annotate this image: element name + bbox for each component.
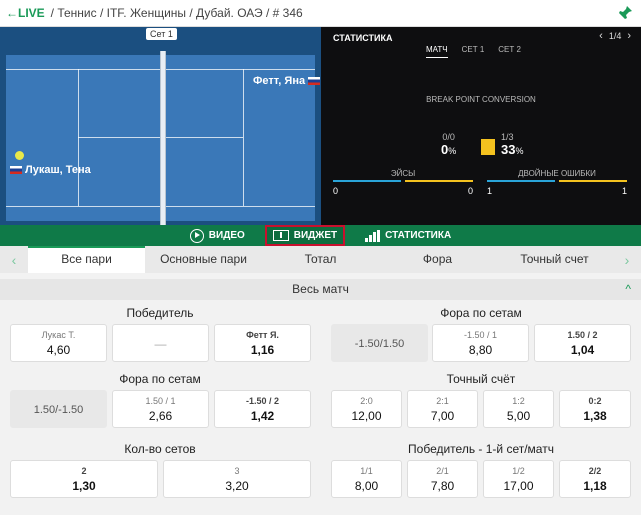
stats-tabs: МАТЧ СЕТ 1 СЕТ 2 bbox=[426, 45, 521, 58]
odd-button[interactable]: 3 3,20 bbox=[163, 460, 311, 498]
bpc-label: BREAK POINT CONVERSION bbox=[426, 95, 536, 104]
market-title: Точный счёт bbox=[446, 372, 516, 386]
player-bottom: Лукаш, Тена bbox=[10, 164, 91, 176]
pct-sign: % bbox=[515, 146, 524, 156]
odd-button[interactable]: 1/2 17,00 bbox=[483, 460, 554, 498]
tab-exact-score[interactable]: Точный счет bbox=[520, 252, 589, 266]
player-bottom-name: Лукаш, Тена bbox=[25, 164, 91, 176]
live-back-button[interactable]: ←LIVE bbox=[6, 6, 45, 20]
odd-button[interactable]: 2/1 7,80 bbox=[407, 460, 478, 498]
odd-button[interactable]: 1.50 / 1 2,66 bbox=[112, 390, 209, 428]
odd-button[interactable]: 2/2 1,18 bbox=[559, 460, 631, 498]
widget-label: ВИДЖЕТ bbox=[293, 230, 338, 241]
top-bar: ←LIVE / Теннис / ITF. Женщины / Дубай. О… bbox=[0, 0, 641, 27]
statistics-button[interactable]: СТАТИСТИКА bbox=[359, 225, 457, 246]
bar-chart-icon bbox=[365, 229, 381, 242]
chevron-left-icon[interactable]: ‹ bbox=[599, 30, 603, 42]
odd-button[interactable]: -1.50 / 2 1,42 bbox=[214, 390, 311, 428]
statistics-label: СТАТИСТИКА bbox=[385, 230, 452, 241]
odd-button[interactable]: 2:0 12,00 bbox=[331, 390, 402, 428]
flag-icon bbox=[10, 166, 22, 174]
view-switch-bar: ВИДЕО ВИДЖЕТ СТАТИСТИКА bbox=[0, 225, 641, 246]
tab-handicap[interactable]: Фора bbox=[422, 252, 453, 266]
stats-panel: СТАТИСТИКА ‹ 1/4 › МАТЧ СЕТ 1 СЕТ 2 BREA… bbox=[321, 27, 641, 225]
odd-button[interactable]: -1.50 / 1 8,80 bbox=[432, 324, 529, 362]
court-widget: Сет 1 Фетт, Яна Лукаш, Тена bbox=[0, 27, 321, 227]
pin-icon[interactable] bbox=[617, 5, 633, 21]
aces-right: 0 bbox=[467, 186, 473, 196]
stats-pager: ‹ 1/4 › bbox=[599, 30, 631, 42]
market-title: Фора по сетам bbox=[119, 372, 201, 386]
chevron-right-icon[interactable]: › bbox=[624, 251, 630, 268]
stats-title: СТАТИСТИКА bbox=[333, 33, 393, 43]
tab-main-bets[interactable]: Основные пари bbox=[160, 252, 247, 266]
aces-left: 0 bbox=[333, 186, 339, 196]
field-icon bbox=[272, 230, 289, 241]
section-header[interactable]: Весь матч ^ bbox=[0, 279, 641, 300]
stats-tab-set2[interactable]: СЕТ 2 bbox=[498, 45, 521, 54]
aces-label: ЭЙСЫ bbox=[390, 169, 416, 178]
odd-button[interactable]: 1:2 5,00 bbox=[483, 390, 554, 428]
widget-button[interactable]: ВИДЖЕТ bbox=[264, 225, 346, 246]
stats-tab-set1[interactable]: СЕТ 1 bbox=[461, 45, 485, 54]
odd-button[interactable]: 0:2 1,38 bbox=[559, 390, 631, 428]
player-top-name: Фетт, Яна bbox=[253, 75, 306, 87]
bpc-right-frac: 1/3 bbox=[501, 132, 514, 142]
stats-tab-match[interactable]: МАТЧ bbox=[426, 45, 448, 58]
handicap-line: 1.50/-1.50 bbox=[10, 390, 107, 428]
odd-button[interactable]: Лукас Т. 4,60 bbox=[10, 324, 107, 362]
double-faults-stat: ДВОЙНЫЕ ОШИБКИ 1 1 bbox=[487, 169, 627, 196]
aces-stat: ЭЙСЫ 0 0 bbox=[333, 169, 473, 196]
stats-page-indicator: 1/4 bbox=[608, 31, 622, 41]
market-title: Фора по сетам bbox=[440, 306, 522, 320]
odd-button[interactable]: — bbox=[112, 324, 209, 362]
play-icon bbox=[189, 228, 204, 243]
df-label: ДВОЙНЫЕ ОШИБКИ bbox=[518, 169, 596, 178]
bpc-bar-fill bbox=[481, 139, 495, 155]
market-title: Победитель bbox=[126, 306, 194, 320]
court-net bbox=[160, 51, 166, 227]
bpc-left-pct: 0 bbox=[441, 142, 449, 157]
df-left: 1 bbox=[487, 186, 493, 196]
bpc-left: 0/0 0% bbox=[441, 132, 456, 157]
handicap-line: -1.50/1.50 bbox=[331, 324, 428, 362]
market-title: Победитель - 1-й сет/матч bbox=[408, 442, 554, 456]
odd-button[interactable]: 1.50 / 2 1,04 bbox=[534, 324, 631, 362]
video-label: ВИДЕО bbox=[208, 230, 245, 241]
set-label: Сет 1 bbox=[146, 28, 177, 40]
chevron-up-icon[interactable]: ^ bbox=[625, 282, 631, 296]
market-tabs: ‹ Все пари Основные пари Тотал Фора Точн… bbox=[0, 246, 641, 273]
chevron-right-icon[interactable]: › bbox=[627, 30, 631, 42]
market-title: Кол-во сетов bbox=[124, 442, 196, 456]
odd-button[interactable]: Фетт Я. 1,16 bbox=[214, 324, 311, 362]
bpc-right-pct: 33 bbox=[501, 142, 516, 157]
chevron-left-icon[interactable]: ‹ bbox=[11, 251, 17, 268]
bpc-right: 1/3 33% bbox=[501, 132, 523, 157]
video-button[interactable]: ВИДЕО bbox=[184, 225, 251, 246]
pct-sign: % bbox=[448, 146, 457, 156]
odd-button[interactable]: 1/1 8,00 bbox=[331, 460, 402, 498]
tab-total[interactable]: Тотал bbox=[304, 252, 337, 266]
flag-icon bbox=[308, 77, 321, 85]
tab-all-bets[interactable]: Все пари bbox=[28, 246, 145, 273]
player-top: Фетт, Яна bbox=[253, 75, 321, 87]
odd-button[interactable]: 2:1 7,00 bbox=[407, 390, 478, 428]
df-right: 1 bbox=[621, 186, 627, 196]
bpc-left-frac: 0/0 bbox=[442, 132, 455, 142]
section-title: Весь матч bbox=[292, 282, 349, 296]
odd-button[interactable]: 2 1,30 bbox=[10, 460, 158, 498]
bpc-bar bbox=[481, 107, 495, 155]
breadcrumb: / Теннис / ITF. Женщины / Дубай. ОАЭ / #… bbox=[50, 6, 303, 20]
ball-icon bbox=[15, 151, 24, 160]
